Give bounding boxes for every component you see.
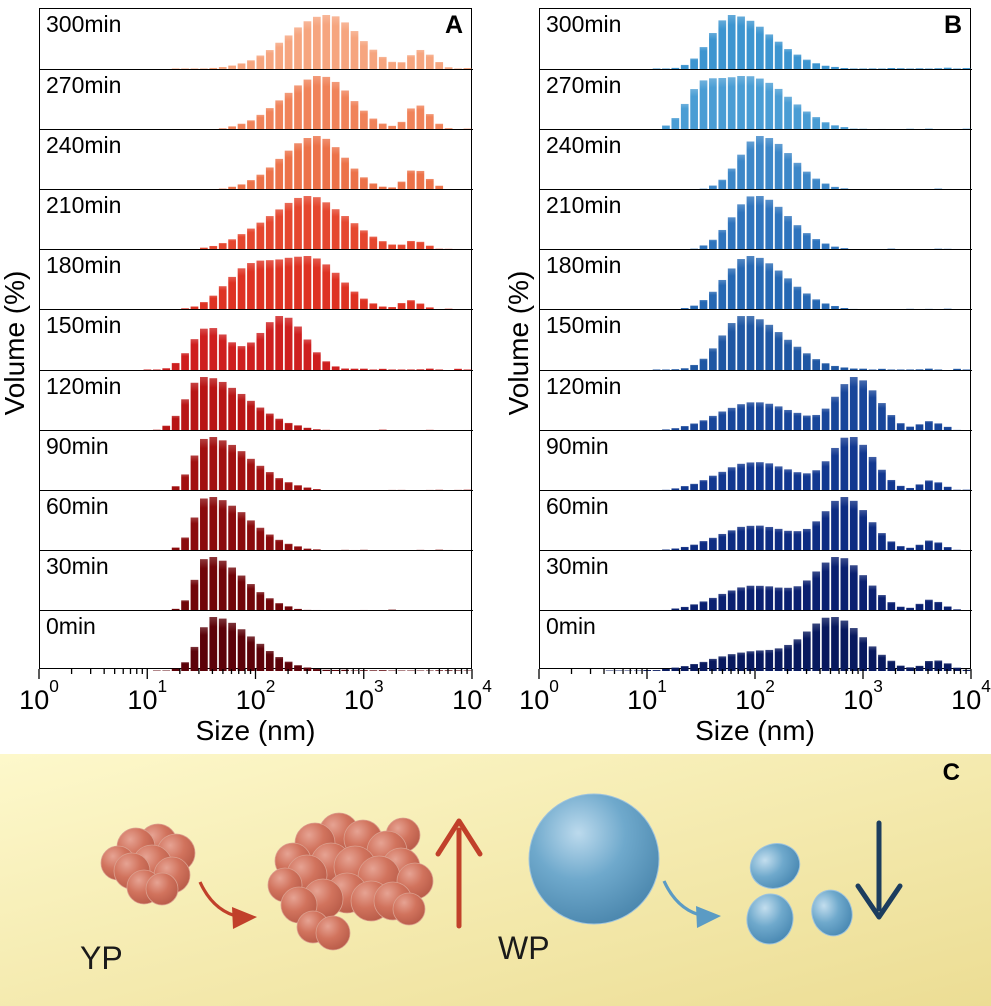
svg-text:C: C (943, 759, 960, 786)
svg-text:YP: YP (80, 940, 123, 976)
svg-text:WP: WP (498, 930, 550, 966)
